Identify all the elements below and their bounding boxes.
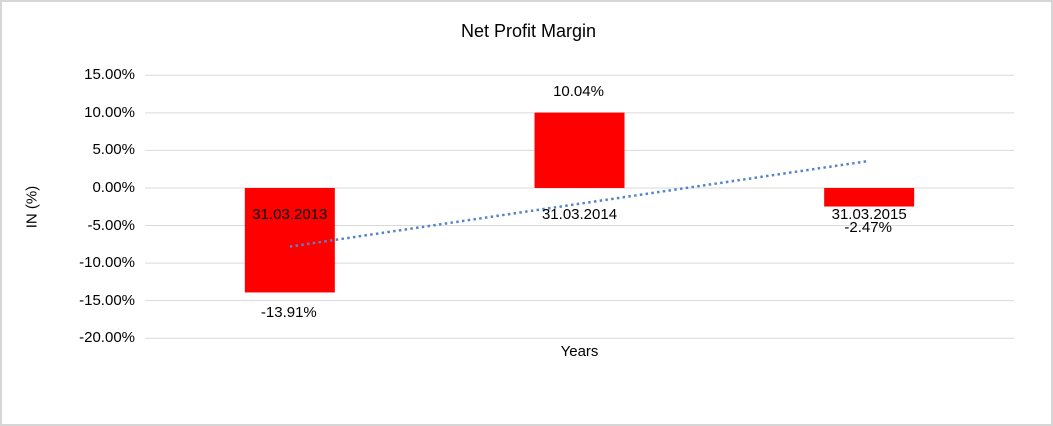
bar	[534, 112, 625, 188]
data-label: 10.04%	[553, 82, 604, 100]
data-label: -13.91%	[260, 304, 317, 322]
y-tick-label: 0.00%	[92, 178, 135, 196]
y-tick-label: 5.00%	[92, 141, 135, 159]
y-tick-label: 15.00%	[84, 66, 135, 84]
bar	[244, 187, 335, 293]
x-axis-title: Years	[560, 343, 599, 360]
category-label: 31.03.2014	[541, 206, 618, 224]
y-tick-label: -20.00%	[79, 329, 135, 347]
y-tick-label: -5.00%	[87, 216, 135, 234]
y-tick-label: 10.00%	[84, 103, 135, 121]
y-tick-label: -10.00%	[79, 254, 135, 272]
category-label: 31.03.2015	[831, 206, 907, 224]
category-label: 31.03.2013	[252, 206, 328, 224]
trendline	[289, 159, 870, 248]
chart-title: Net Profit Margin	[460, 21, 597, 41]
bar	[824, 187, 915, 207]
y-tick-label: -15.00%	[79, 291, 135, 309]
data-label: -2.47%	[844, 218, 892, 236]
